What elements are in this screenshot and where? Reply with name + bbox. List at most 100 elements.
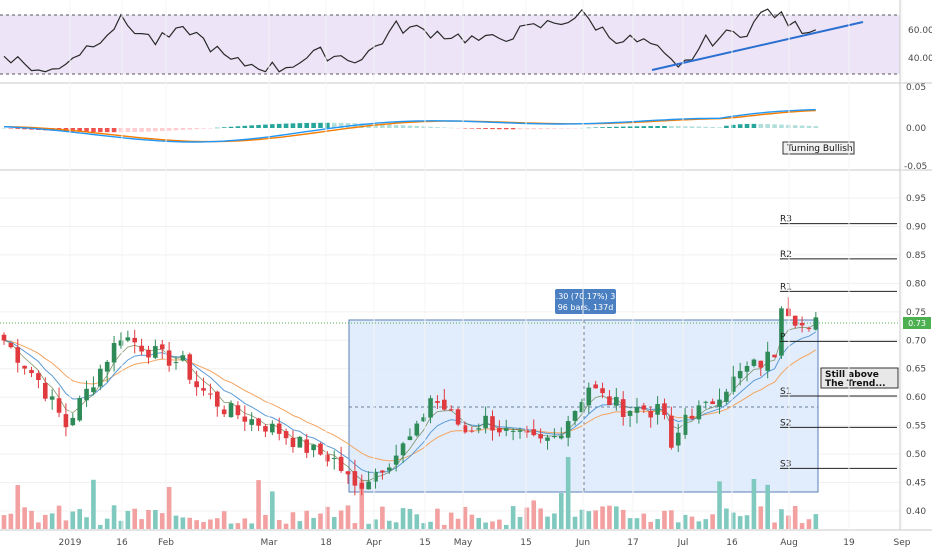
volume-bar bbox=[448, 512, 454, 529]
candle-body bbox=[703, 401, 709, 403]
volume-bar bbox=[373, 519, 378, 529]
volume-bar bbox=[462, 506, 468, 529]
macd-tick-0-05: 0.05 bbox=[906, 83, 926, 93]
volume-bar bbox=[180, 517, 186, 529]
rsi-overbought-oversold-band bbox=[0, 15, 900, 74]
candle-body bbox=[15, 347, 21, 363]
pivot-label: S2 bbox=[780, 418, 791, 428]
macd-histogram-bar bbox=[118, 128, 124, 133]
candle-body bbox=[235, 405, 241, 416]
price-tick-label: 0.65 bbox=[906, 365, 926, 375]
candle-body bbox=[366, 481, 371, 490]
candle-body bbox=[386, 467, 392, 471]
candle-body bbox=[648, 410, 654, 418]
pivot-label: R2 bbox=[780, 250, 792, 260]
candle-body bbox=[221, 409, 227, 415]
volume-bar bbox=[49, 513, 55, 529]
rsi-tick-60: 60.00 bbox=[908, 26, 932, 36]
candle-body bbox=[717, 399, 722, 407]
volume-bar bbox=[15, 485, 21, 529]
volume-bar bbox=[111, 505, 117, 529]
macd-histogram-bar bbox=[428, 126, 433, 128]
volume-bar bbox=[442, 524, 447, 529]
volume-bar bbox=[435, 508, 440, 529]
candle-body bbox=[476, 428, 482, 430]
time-tick-label: Sep bbox=[894, 538, 911, 548]
volume-bar bbox=[166, 486, 172, 529]
candle-body bbox=[132, 337, 138, 343]
candle-body bbox=[620, 399, 626, 417]
price-annotation-box[interactable] bbox=[820, 367, 899, 389]
macd-histogram-bar bbox=[730, 124, 736, 128]
price-tick-label: 0.80 bbox=[906, 279, 926, 289]
macd-histogram-bar bbox=[373, 123, 378, 128]
volume-bar bbox=[765, 484, 770, 529]
volume-bar bbox=[221, 511, 227, 529]
candle-body bbox=[352, 471, 358, 486]
time-tick-label: 19 bbox=[843, 538, 855, 548]
macd-histogram-bar bbox=[407, 125, 413, 128]
candle-body bbox=[70, 417, 76, 426]
measure-tooltip-line1: 0.30 (70.17%) 30 bbox=[551, 292, 621, 301]
macd-histogram-bar bbox=[84, 128, 89, 132]
macd-histogram-bar bbox=[194, 128, 199, 130]
price-tick-label: 0.45 bbox=[906, 479, 926, 489]
candle-body bbox=[538, 434, 543, 439]
price-tick-label: 0.90 bbox=[906, 222, 926, 232]
macd-histogram-bar bbox=[786, 124, 791, 128]
candle-body bbox=[421, 417, 426, 422]
volume-bar bbox=[593, 510, 598, 529]
price-tick-label: 0.60 bbox=[906, 393, 926, 403]
volume-bar bbox=[256, 480, 261, 529]
volume-bar bbox=[586, 511, 592, 529]
macd-histogram-bar bbox=[641, 126, 647, 128]
candle-body bbox=[256, 418, 261, 426]
volume-bar bbox=[813, 514, 819, 529]
volume-bar bbox=[276, 520, 282, 529]
current-price-tag-text: 0.73 bbox=[908, 319, 926, 328]
candle-body bbox=[311, 444, 316, 451]
volume-bar bbox=[201, 522, 206, 529]
macd-signal-line bbox=[3, 109, 816, 143]
time-tick-label: 15 bbox=[419, 538, 430, 548]
volume-bar bbox=[400, 508, 406, 529]
volume-bar bbox=[531, 500, 537, 529]
time-tick-label: Mar bbox=[261, 538, 278, 548]
price-tick-label: 0.50 bbox=[906, 450, 926, 460]
macd-histogram-bar bbox=[22, 128, 27, 130]
macd-annotation-text: Turning Bullish bbox=[786, 144, 853, 154]
volume-bar bbox=[572, 516, 578, 529]
volume-bar bbox=[614, 506, 619, 529]
candle-body bbox=[579, 402, 585, 413]
candle-body bbox=[318, 443, 323, 455]
macd-histogram-bar bbox=[166, 128, 172, 131]
candle-body bbox=[435, 401, 440, 403]
candle-body bbox=[593, 384, 598, 389]
macd-histogram-bar bbox=[283, 123, 289, 128]
candle-body bbox=[552, 436, 557, 438]
candle-body bbox=[63, 414, 69, 428]
macd-histogram-bar bbox=[531, 128, 537, 130]
rsi-trendline[interactable] bbox=[651, 21, 864, 71]
candle-body bbox=[586, 387, 592, 406]
volume-bar bbox=[290, 512, 296, 529]
volume-bar bbox=[503, 524, 509, 529]
candle-body bbox=[565, 421, 571, 438]
macd-annotation-box[interactable] bbox=[782, 141, 855, 155]
time-tick-label: 17 bbox=[627, 538, 638, 548]
volume-bar bbox=[338, 510, 344, 529]
candle-body bbox=[98, 368, 103, 387]
time-tick-label: 15 bbox=[520, 538, 531, 548]
macd-histogram-bar bbox=[724, 125, 729, 128]
volume-bar bbox=[98, 524, 103, 529]
volume-bar bbox=[669, 510, 674, 529]
volume-bar bbox=[187, 517, 193, 529]
volume-bar bbox=[104, 518, 110, 529]
candle-body bbox=[414, 423, 420, 436]
candle-body bbox=[737, 371, 743, 379]
volume-bar bbox=[655, 519, 660, 529]
macd-histogram-bar bbox=[517, 128, 523, 130]
volume-bar bbox=[710, 514, 715, 529]
time-tick-label: 2019 bbox=[59, 538, 82, 548]
volume-bar bbox=[173, 515, 179, 529]
